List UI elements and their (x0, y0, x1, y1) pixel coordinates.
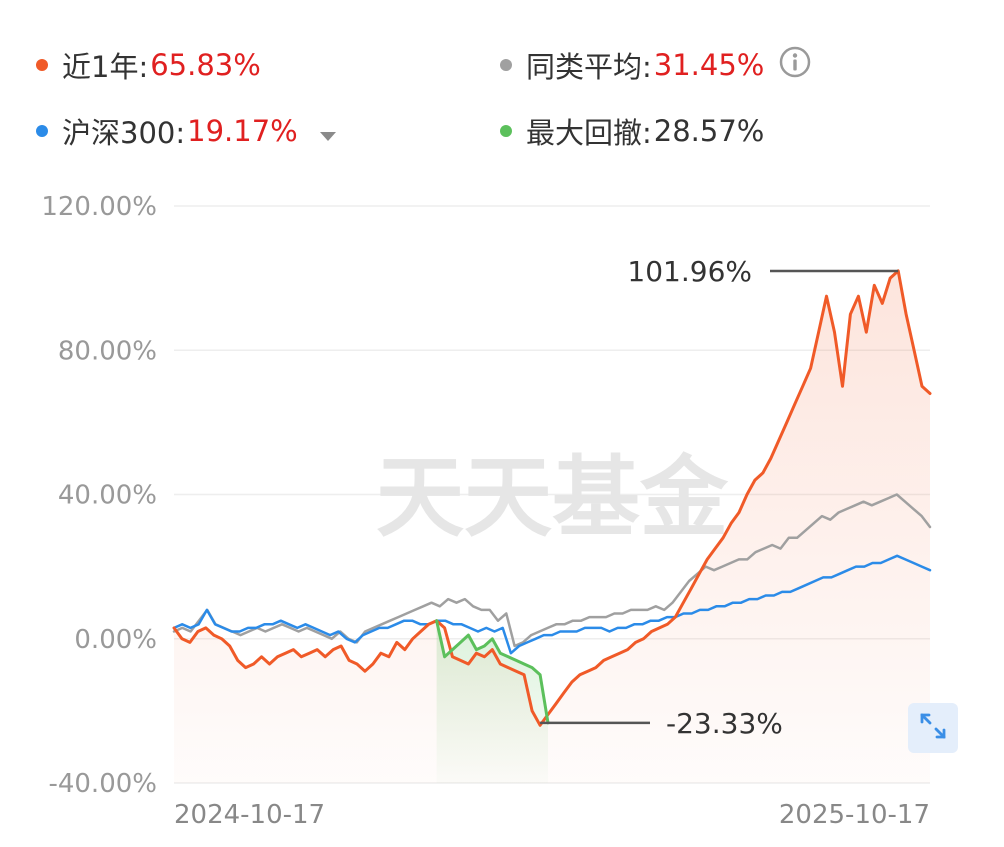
legend-fund[interactable]: 近1年: 65.83% (36, 44, 261, 86)
legend-max-drawdown-value: 28.57% (653, 114, 765, 148)
legend-peer-avg-label: 同类平均: (526, 50, 652, 84)
y-tick-label: 0.00% (74, 625, 157, 655)
drawdown-line (435, 619, 550, 725)
index-line (172, 554, 932, 655)
y-tick-label: -40.00% (48, 769, 157, 799)
peer-avg-line (172, 493, 932, 648)
fund-line (172, 269, 932, 727)
legend-max-drawdown[interactable]: 最大回撤: 28.57% (500, 110, 764, 152)
legend-index-dot (36, 125, 48, 137)
legend-index-value: 19.17% (187, 114, 298, 148)
y-tick-label: 80.00% (58, 336, 157, 366)
x-tick-end: 2025-10-17 (779, 800, 930, 830)
max-annotation-label: 101.96% (627, 255, 752, 288)
watermark: 天天基金 (376, 445, 729, 549)
legend-peer-avg-dot (500, 59, 512, 71)
y-tick-label: 40.00% (58, 481, 157, 511)
expand-icon (916, 709, 950, 747)
legend-peer-avg-value: 31.45% (653, 48, 765, 82)
legend-fund-label: 近1年: (62, 50, 149, 84)
annotations: 101.96% -23.33% (540, 255, 899, 740)
fund-area-fill (174, 270, 930, 783)
legend-fund-dot (36, 59, 48, 71)
x-tick-start: 2024-10-17 (174, 800, 325, 830)
min-annotation-label: -23.33% (666, 707, 783, 740)
legend-peer-avg[interactable]: 同类平均: 31.45% (500, 44, 812, 86)
legend: 近1年: 65.83% 同类平均: 31.45% 沪深300: 19.17% 最… (0, 0, 1004, 170)
y-axis-ticks: 120.00% 80.00% 40.00% 0.00% -40.00% (41, 192, 157, 799)
legend-max-drawdown-dot (500, 125, 512, 137)
info-icon[interactable] (778, 45, 812, 86)
legend-index[interactable]: 沪深300: 19.17% (36, 110, 336, 152)
y-tick-label: 120.00% (41, 192, 157, 222)
legend-fund-value: 65.83% (150, 48, 261, 82)
series-lines (172, 269, 932, 727)
caret-down-icon[interactable] (319, 115, 336, 149)
legend-index-label: 沪深300: (62, 116, 186, 150)
expand-button[interactable] (908, 703, 958, 753)
legend-max-drawdown-label: 最大回撤: (526, 116, 652, 150)
